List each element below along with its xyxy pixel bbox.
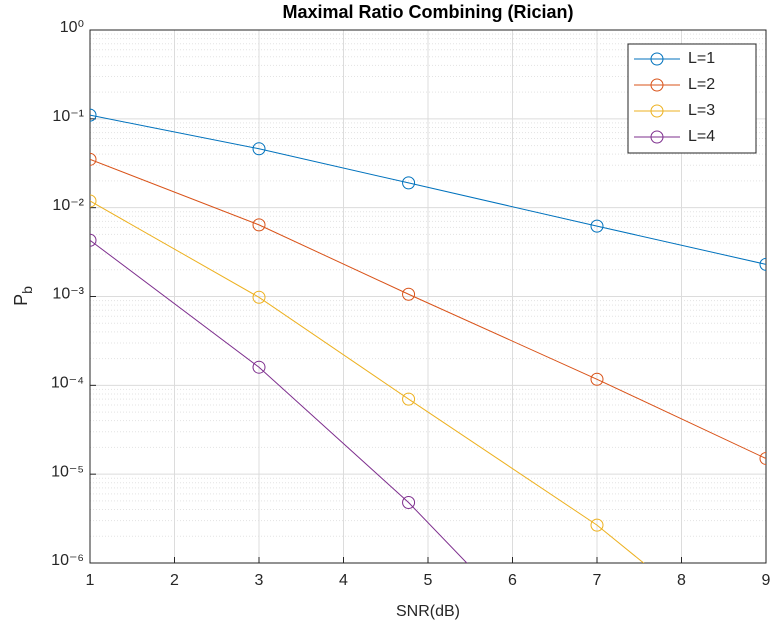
x-tick-label: 9 (762, 572, 771, 589)
legend-marker (650, 52, 664, 66)
data-point (402, 392, 416, 406)
x-tick-label: 4 (339, 572, 348, 589)
x-tick-label: 3 (255, 572, 264, 589)
y-tick-label: 10⁻³ (52, 286, 84, 303)
axes-box (89, 29, 767, 564)
x-tick-label: 6 (508, 572, 517, 589)
x-tick-label: 5 (424, 572, 433, 589)
data-point (90, 152, 97, 166)
legend-marker (650, 104, 664, 118)
x-tick-label: 2 (170, 572, 179, 589)
legend-marker (650, 130, 664, 144)
y-tick-label: 10⁻⁴ (51, 375, 84, 392)
x-tick-label: 8 (677, 572, 686, 589)
legend-label: L=2 (688, 76, 715, 93)
data-point (252, 290, 266, 304)
x-axis-label: SNR(dB) (396, 603, 460, 620)
data-point (90, 233, 97, 247)
chart-title: Maximal Ratio Combining (Rician) (282, 2, 573, 22)
data-point (590, 219, 604, 233)
y-tick-label: 10⁻⁶ (51, 552, 84, 569)
y-tick-label: 10⁻¹ (52, 108, 84, 125)
series-line (90, 158, 766, 459)
data-point (252, 142, 266, 156)
x-tick-label: 7 (593, 572, 602, 589)
data-point (759, 452, 766, 466)
data-point (90, 194, 97, 208)
y-tick-label: 10⁻² (52, 197, 84, 214)
data-point (759, 257, 766, 271)
legend-label: L=1 (688, 50, 715, 67)
series-layer (90, 108, 766, 563)
series-line (90, 239, 468, 563)
data-point (402, 287, 416, 301)
data-point (252, 218, 266, 232)
data-point (252, 360, 266, 374)
data-point (590, 518, 604, 532)
x-tick-label: 1 (86, 572, 95, 589)
legend-box (627, 43, 757, 154)
data-point (590, 372, 604, 386)
data-point (90, 108, 97, 122)
legend-label: L=3 (688, 102, 715, 119)
legend-marker (650, 78, 664, 92)
y-tick-label: 10⁰ (60, 19, 84, 36)
legend-label: L=4 (688, 128, 715, 145)
data-point (402, 495, 416, 509)
y-tick-label: 10⁻⁵ (51, 463, 84, 480)
data-point (402, 176, 416, 190)
y-axis-label: Pb (11, 286, 35, 306)
series-line (90, 200, 645, 563)
series-line (90, 114, 766, 265)
